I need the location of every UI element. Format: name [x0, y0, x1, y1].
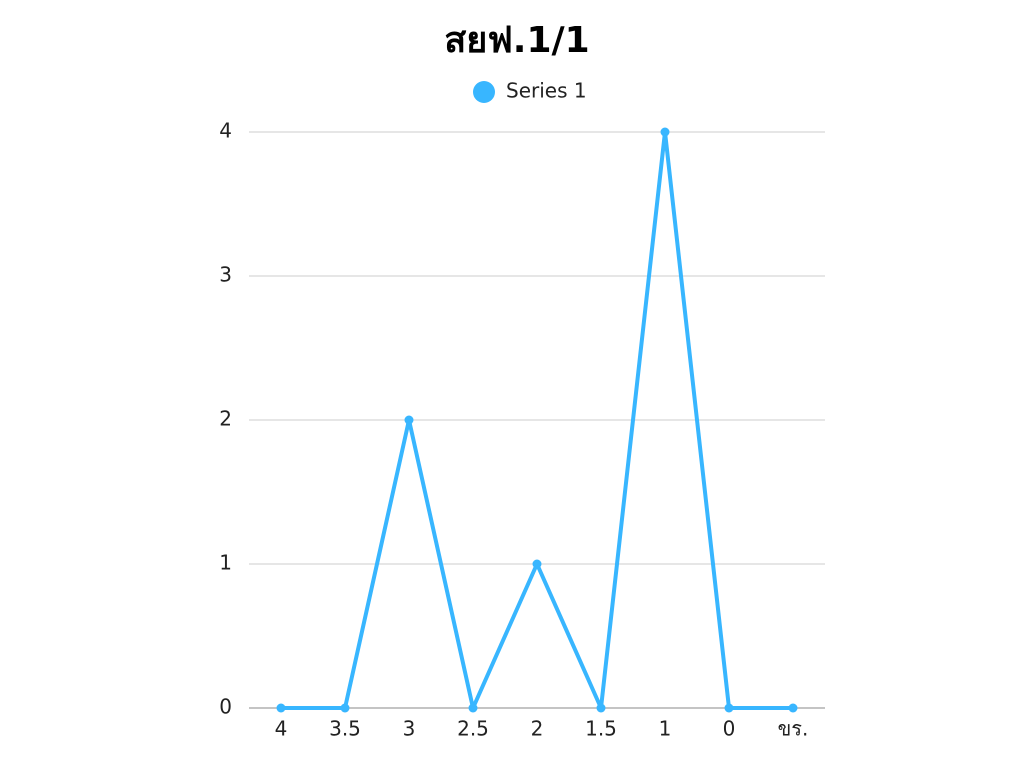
point	[788, 703, 798, 713]
x-tick-label: ขร.	[778, 717, 809, 741]
y-tick-label: 1	[219, 551, 232, 575]
y-tick-label: 4	[219, 119, 232, 143]
legend-label: Series 1	[506, 79, 587, 103]
legend-marker	[473, 81, 495, 103]
point	[276, 703, 286, 713]
y-tick-label: 3	[219, 263, 232, 287]
point	[468, 703, 478, 713]
x-tick-label: 3.5	[329, 717, 361, 741]
point	[340, 703, 350, 713]
point	[404, 415, 414, 425]
y-tick-label: 0	[219, 695, 232, 719]
x-tick-label: 0	[723, 717, 736, 741]
x-tick-label: 2	[531, 717, 544, 741]
point	[724, 703, 734, 713]
x-tick-label: 1	[659, 717, 672, 741]
chart-title: สยฟ.1/1	[444, 20, 589, 61]
point	[660, 127, 670, 137]
x-tick-label: 2.5	[457, 717, 489, 741]
x-tick-label: 4	[275, 717, 288, 741]
x-tick-label: 3	[403, 717, 416, 741]
point	[596, 703, 606, 713]
x-tick-label: 1.5	[585, 717, 617, 741]
point	[532, 559, 542, 569]
y-tick-label: 2	[219, 407, 232, 431]
